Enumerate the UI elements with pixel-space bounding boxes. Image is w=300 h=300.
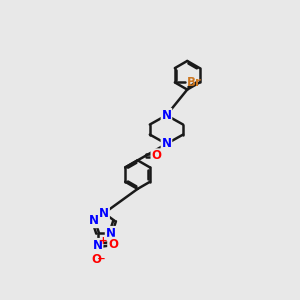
Text: N: N xyxy=(161,137,172,150)
Text: N: N xyxy=(93,239,103,252)
Text: −: − xyxy=(97,254,106,263)
Text: O: O xyxy=(108,238,118,250)
Text: N: N xyxy=(106,227,116,240)
Text: N: N xyxy=(88,214,98,227)
Text: O: O xyxy=(151,149,161,162)
Text: Br: Br xyxy=(186,76,201,89)
Text: N: N xyxy=(99,207,109,220)
Text: +: + xyxy=(99,236,108,246)
Text: N: N xyxy=(161,109,172,122)
Text: O: O xyxy=(92,253,101,266)
